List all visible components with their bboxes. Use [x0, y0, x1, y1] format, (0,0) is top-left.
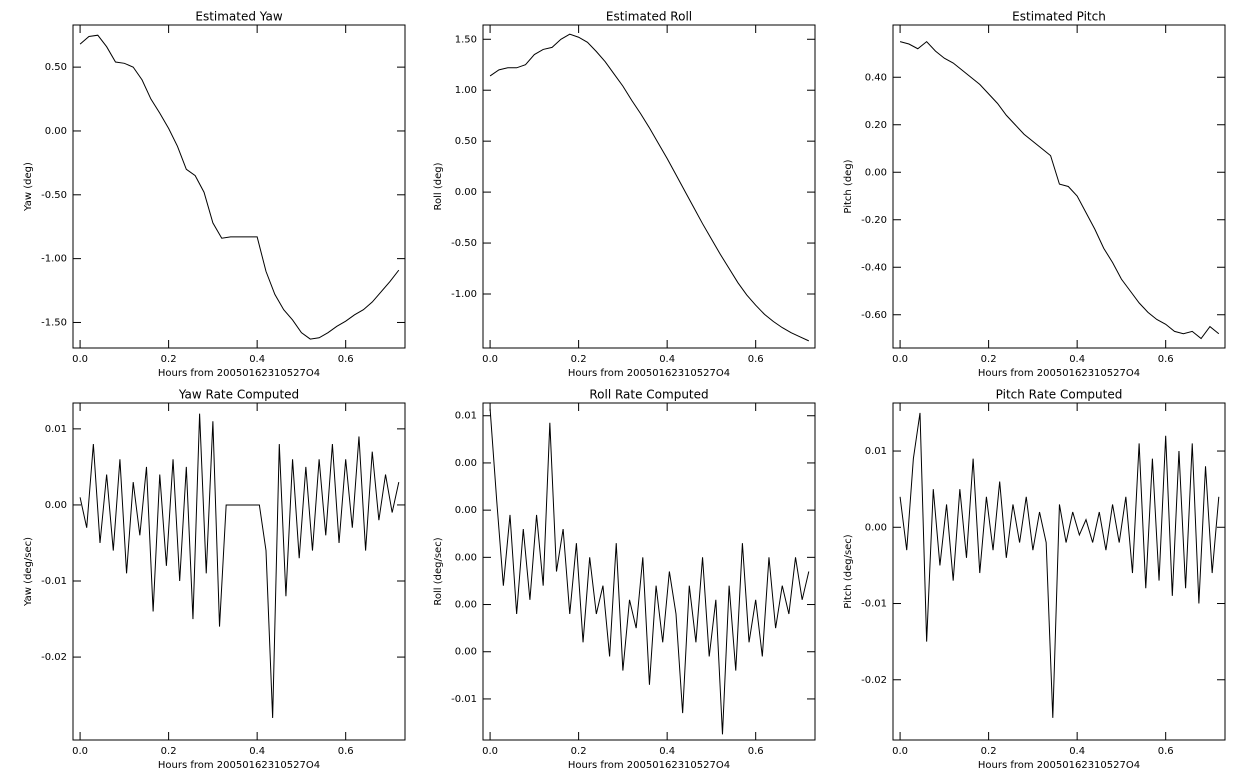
x-tick-label: 0.6 — [338, 746, 354, 757]
chart-title: Estimated Roll — [606, 10, 692, 24]
y-tick-label: -0.20 — [861, 215, 887, 226]
x-tick-label: 0.4 — [249, 354, 265, 365]
chart-title: Estimated Yaw — [195, 10, 282, 24]
plot-frame — [482, 402, 816, 741]
y-tick-label: 0.00 — [455, 458, 477, 469]
chart-title: Pitch Rate Computed — [996, 388, 1123, 402]
y-tick-label: 0.00 — [45, 500, 67, 511]
x-tick-label: 0.0 — [482, 746, 498, 757]
x-tick-label: 0.0 — [482, 354, 498, 365]
x-tick-label: 0.6 — [748, 354, 764, 365]
y-tick-label: -0.40 — [861, 262, 887, 273]
y-tick-label: 0.01 — [455, 411, 477, 422]
y-tick-label: 0.20 — [865, 120, 887, 131]
x-tick-label: 0.2 — [571, 746, 587, 757]
data-line — [79, 413, 400, 718]
x-axis-label: Hours from 20050162310527O4 — [568, 368, 730, 379]
x-tick-label: 0.4 — [659, 746, 675, 757]
x-tick-label: 0.6 — [1158, 746, 1174, 757]
x-tick-label: 0.6 — [1158, 354, 1174, 365]
y-tick-label: -0.01 — [451, 694, 477, 705]
x-tick-label: 0.2 — [981, 746, 997, 757]
plot-frame — [892, 402, 1226, 741]
x-axis-label: Hours from 20050162310527O4 — [978, 368, 1140, 379]
x-tick-label: 0.0 — [892, 746, 908, 757]
y-tick-label: 0.00 — [455, 647, 477, 658]
x-tick-label: 0.6 — [748, 746, 764, 757]
y-tick-label: -0.02 — [861, 675, 887, 686]
chart-title: Estimated Pitch — [1012, 10, 1106, 24]
plot-frame — [482, 24, 816, 349]
y-tick-label: -1.00 — [41, 254, 67, 265]
x-tick-label: 0.2 — [161, 354, 177, 365]
y-tick-label: 1.50 — [455, 34, 477, 45]
data-line — [489, 33, 810, 342]
y-axis-label: Roll (deg) — [433, 162, 444, 210]
x-tick-label: 0.0 — [72, 354, 88, 365]
y-tick-label: 0.01 — [45, 424, 67, 435]
y-tick-label: -0.01 — [41, 576, 67, 587]
x-tick-label: 0.4 — [659, 354, 675, 365]
data-line — [899, 40, 1220, 340]
x-tick-label: 0.2 — [571, 354, 587, 365]
y-tick-label: 0.00 — [865, 522, 887, 533]
x-tick-label: 0.4 — [249, 746, 265, 757]
y-tick-label: 0.00 — [45, 126, 67, 137]
y-axis-label: Yaw (deg) — [23, 162, 34, 212]
x-axis-label: Hours from 20050162310527O4 — [158, 368, 320, 379]
x-axis-label: Hours from 20050162310527O4 — [978, 760, 1140, 771]
y-axis-label: Pitch (deg) — [843, 159, 854, 213]
data-line — [79, 34, 400, 340]
y-tick-label: -1.50 — [41, 317, 67, 328]
y-axis-label: Roll (deg/sec) — [433, 537, 444, 605]
y-tick-label: 0.50 — [45, 62, 67, 73]
x-tick-label: 0.0 — [892, 354, 908, 365]
x-axis-label: Hours from 20050162310527O4 — [568, 760, 730, 771]
y-tick-label: 0.40 — [865, 72, 887, 83]
y-tick-label: 0.00 — [865, 167, 887, 178]
x-tick-label: 0.0 — [72, 746, 88, 757]
y-tick-label: 0.00 — [455, 187, 477, 198]
y-tick-label: 0.00 — [455, 552, 477, 563]
y-tick-label: 0.01 — [865, 446, 887, 457]
y-tick-label: -0.02 — [41, 652, 67, 663]
x-tick-label: 0.2 — [161, 746, 177, 757]
y-tick-label: 0.00 — [455, 600, 477, 611]
x-tick-label: 0.6 — [338, 354, 354, 365]
plot-frame — [892, 24, 1226, 349]
y-axis-label: Pitch (deg/sec) — [843, 534, 854, 609]
y-tick-label: -1.00 — [451, 289, 477, 300]
x-tick-label: 0.2 — [981, 354, 997, 365]
x-axis-label: Hours from 20050162310527O4 — [158, 760, 320, 771]
chart-title: Roll Rate Computed — [589, 388, 708, 402]
plot-frame — [72, 402, 406, 741]
y-axis-label: Yaw (deg/sec) — [23, 537, 34, 607]
y-tick-label: 1.00 — [455, 85, 477, 96]
y-tick-label: -0.60 — [861, 310, 887, 321]
x-tick-label: 0.4 — [1069, 746, 1085, 757]
data-line — [899, 412, 1220, 718]
chart-title: Yaw Rate Computed — [178, 388, 299, 402]
x-tick-label: 0.4 — [1069, 354, 1085, 365]
plot-frame — [72, 24, 406, 349]
y-tick-label: 0.00 — [455, 505, 477, 516]
y-tick-label: -0.01 — [861, 599, 887, 610]
data-line — [489, 408, 810, 735]
y-tick-label: 0.50 — [455, 136, 477, 147]
y-tick-label: -0.50 — [41, 190, 67, 201]
y-tick-label: -0.50 — [451, 238, 477, 249]
